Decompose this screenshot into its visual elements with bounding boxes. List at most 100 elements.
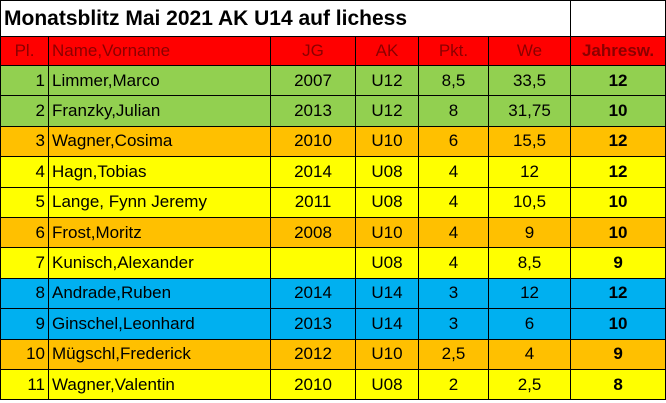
cell: 2011	[270, 186, 356, 218]
cell: Ginschel,Leonhard	[48, 308, 271, 340]
cell: 12	[487, 277, 572, 310]
cell: 10	[570, 186, 666, 218]
header-cell: Pl.	[0, 36, 49, 66]
table-title: Monatsblitz Mai 2021 AK U14 auf lichess	[0, 0, 572, 37]
cell: U12	[355, 95, 419, 127]
cell: Limmer,Marco	[48, 64, 271, 97]
cell: 2013	[270, 95, 356, 127]
cell: 2010	[270, 368, 356, 401]
cell: U10	[355, 125, 419, 158]
player-row: 11 Wagner,Valentin 2010 U08 2 2,5 8	[0, 368, 666, 401]
cell: 8	[0, 277, 49, 310]
cell: 2014	[270, 277, 356, 310]
cell: 4	[487, 338, 572, 370]
cell: 1	[0, 64, 49, 97]
title-row: Monatsblitz Mai 2021 AK U14 auf lichess	[0, 0, 666, 37]
cell: Wagner,Cosima	[48, 125, 271, 158]
cell: Mügschl,Frederick	[48, 338, 271, 370]
cell: 33,5	[487, 64, 572, 97]
player-row: 6 Frost,Moritz 2008 U10 4 9 10	[0, 216, 666, 249]
cell: 2,5	[487, 368, 572, 401]
cell: Franzky,Julian	[48, 95, 271, 127]
cell: U10	[355, 216, 419, 249]
cell: Hagn,Tobias	[48, 156, 271, 188]
cell: 9	[487, 216, 572, 249]
cell: Frost,Moritz	[48, 216, 271, 249]
cell: 2014	[270, 156, 356, 188]
cell: 9	[0, 308, 49, 340]
player-row: 7 Kunisch,Alexander U08 4 8,5 9	[0, 247, 666, 279]
cell: 4	[418, 247, 489, 279]
player-row: 2 Franzky,Julian 2013 U12 8 31,75 10	[0, 95, 666, 127]
cell: 11	[0, 368, 49, 401]
player-row: 9 Ginschel,Leonhard 2013 U14 3 6 10	[0, 308, 666, 340]
cell: 10	[570, 308, 666, 340]
cell: 12	[487, 156, 572, 188]
cell: 4	[418, 186, 489, 218]
cell: 3	[418, 277, 489, 310]
cell: U08	[355, 247, 419, 279]
cell: 8,5	[487, 247, 572, 279]
player-row: 8 Andrade,Ruben 2014 U14 3 12 12	[0, 277, 666, 310]
cell: U14	[355, 277, 419, 310]
cell: 9	[570, 247, 666, 279]
cell: 12	[570, 125, 666, 158]
player-row: 5 Lange, Fynn Jeremy 2011 U08 4 10,5 10	[0, 186, 666, 218]
cell: U08	[355, 156, 419, 188]
cell: U14	[355, 308, 419, 340]
cell: 4	[0, 156, 49, 188]
header-cell: Jahresw.	[570, 36, 666, 66]
cell: 3	[0, 125, 49, 158]
header-cell: AK	[355, 36, 419, 66]
cell: Kunisch,Alexander	[48, 247, 271, 279]
cell: 8,5	[418, 64, 489, 97]
cell: 6	[0, 216, 49, 249]
cell: Wagner,Valentin	[48, 368, 271, 401]
cell: 8	[570, 368, 666, 401]
player-row: 1 Limmer,Marco 2007 U12 8,5 33,5 12	[0, 64, 666, 97]
cell: 15,5	[487, 125, 572, 158]
player-row: 10 Mügschl,Frederick 2012 U10 2,5 4 9	[0, 338, 666, 370]
empty-cell	[570, 0, 666, 37]
cell: 12	[570, 156, 666, 188]
cell: 6	[418, 125, 489, 158]
cell: 12	[570, 277, 666, 310]
cell: 2007	[270, 64, 356, 97]
cell: 31,75	[487, 95, 572, 127]
cell: 2012	[270, 338, 356, 370]
cell: 4	[418, 156, 489, 188]
header-cell: JG	[270, 36, 356, 66]
cell: 2010	[270, 125, 356, 158]
cell: 7	[0, 247, 49, 279]
cell: U12	[355, 64, 419, 97]
cell: 2	[0, 95, 49, 127]
cell: 2008	[270, 216, 356, 249]
cell: 10,5	[487, 186, 572, 218]
header-cell: We	[487, 36, 572, 66]
cell: 6	[487, 308, 572, 340]
cell: Lange, Fynn Jeremy	[48, 186, 271, 218]
cell: Andrade,Ruben	[48, 277, 271, 310]
header-cell: Pkt.	[418, 36, 489, 66]
cell: 5	[0, 186, 49, 218]
cell: 8	[418, 95, 489, 127]
cell	[270, 247, 356, 279]
cell: 2	[418, 368, 489, 401]
cell: U10	[355, 338, 419, 370]
cell: 10	[570, 216, 666, 249]
cell: 12	[570, 64, 666, 97]
cell: U08	[355, 186, 419, 218]
cell: 10	[570, 95, 666, 127]
cell: U08	[355, 368, 419, 401]
cell: 2013	[270, 308, 356, 340]
cell: 9	[570, 338, 666, 370]
header-row: Pl. Name,Vorname JG AK Pkt. We Jahresw.	[0, 36, 666, 66]
cell: 4	[418, 216, 489, 249]
header-cell: Name,Vorname	[48, 36, 271, 66]
cell: 3	[418, 308, 489, 340]
cell: 2,5	[418, 338, 489, 370]
player-row: 3 Wagner,Cosima 2010 U10 6 15,5 12	[0, 125, 666, 158]
